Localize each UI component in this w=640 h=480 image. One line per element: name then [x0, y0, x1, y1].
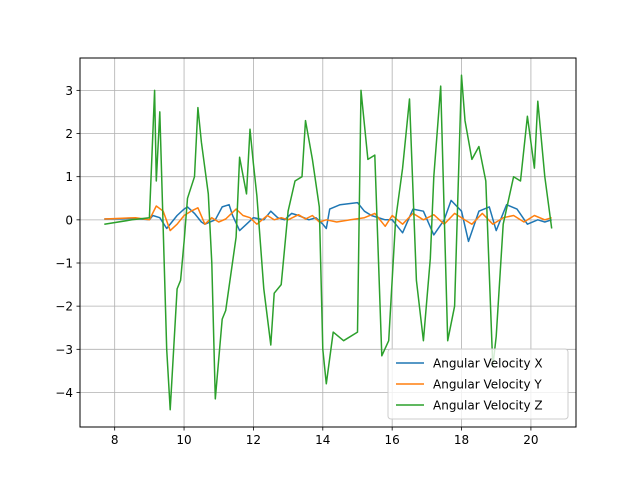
- legend-box: [387, 348, 569, 420]
- x-tick-label: 8: [111, 433, 119, 447]
- x-tick-label: 16: [385, 433, 400, 447]
- x-tick-label: 14: [315, 433, 330, 447]
- x-tick-label: 20: [523, 433, 538, 447]
- legend-label: Angular Velocity Z: [433, 399, 543, 413]
- series-lines: [104, 74, 553, 411]
- y-tick-label: 0: [65, 213, 73, 227]
- y-tick-label: 1: [65, 170, 73, 184]
- y-axis: −4 −3 −2 −1 0 1 2 3: [55, 84, 80, 400]
- grid: [80, 58, 576, 427]
- y-tick-label: 2: [65, 127, 73, 141]
- legend-label: Angular Velocity Y: [433, 378, 542, 392]
- y-tick-label: −3: [55, 343, 73, 357]
- series-line-2: [104, 205, 552, 232]
- x-axis: 8 10 12 14 16 18 20: [111, 427, 539, 447]
- x-tick-label: 12: [246, 433, 261, 447]
- y-tick-label: 3: [65, 84, 73, 98]
- legend-label: Angular Velocity X: [433, 357, 543, 371]
- x-tick-label: 18: [454, 433, 469, 447]
- y-tick-label: −2: [55, 300, 73, 314]
- y-tick-label: −4: [55, 386, 73, 400]
- legend: Angular Velocity X Angular Velocity Y Angu…: [387, 348, 569, 420]
- y-tick-label: −1: [55, 257, 73, 271]
- series-line-3: [104, 74, 553, 411]
- x-tick-label: 10: [176, 433, 191, 447]
- plot-frame: [79, 57, 577, 428]
